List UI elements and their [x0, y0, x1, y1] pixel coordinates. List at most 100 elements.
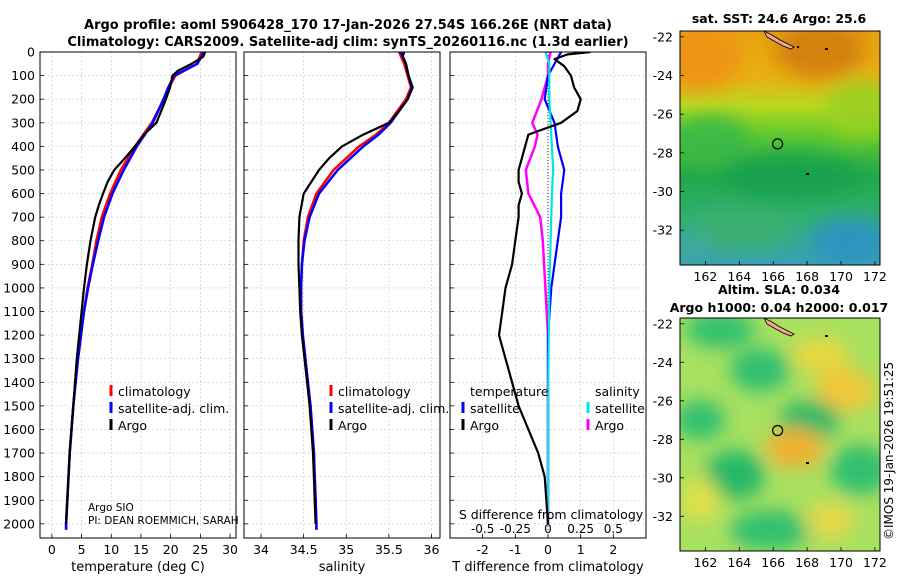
sla-map-axes: 162 164 166 168 170 172 -22 -24 -26 -28 -30 -32: [653, 316, 887, 570]
map-y-tick-label: -32: [653, 223, 673, 238]
y-tick-label: 300: [11, 115, 35, 130]
secondary-x-tick-label: 0.5: [604, 522, 623, 536]
x-tick-label: 34: [253, 542, 269, 557]
sla-map: Altim. SLA: 0.034 Argo h1000: 0.04 h2000…: [653, 282, 889, 570]
x-axis-label: temperature (deg C): [71, 560, 205, 575]
x-tick-label: -2: [476, 542, 488, 557]
imos-credit: ©IMOS 19-Jan-2026 19:51:25: [882, 362, 896, 540]
sst-island-b: [797, 46, 799, 48]
map-y-tick-label: -22: [653, 29, 673, 44]
x-tick-label: 36: [424, 542, 440, 557]
map-x-tick-label: 162: [693, 555, 717, 570]
pi-annotation: PI: DEAN ROEMMICH, SARAH: [88, 515, 239, 527]
map-y-tick-label: -30: [653, 470, 673, 485]
x-axis-label: T difference from climatology: [451, 560, 644, 575]
map-x-tick-label: 162: [693, 269, 717, 284]
map-x-tick-label: 166: [761, 269, 785, 284]
x-tick-label: 20: [163, 542, 179, 557]
salinity-profile-panel: 34 34.5 35 35.5 36 salinity: [243, 51, 441, 575]
map-x-tick-label: 166: [761, 555, 785, 570]
x-tick-label: 0: [48, 542, 56, 557]
series-line-argo: [297, 52, 414, 524]
legend-label-climatology: climatology: [338, 384, 411, 399]
secondary-x-tick-label: -0.5: [471, 522, 494, 536]
x-tick-label: 34.5: [290, 542, 318, 557]
map-y-tick-label: -24: [653, 68, 673, 83]
y-tick-label: 800: [11, 233, 35, 248]
map-y-tick-label: -26: [653, 107, 673, 122]
plot-frame: [243, 51, 441, 539]
map-x-tick-label: 170: [829, 269, 853, 284]
sla-island-b: [806, 462, 809, 464]
secondary-x-tick-label: 0: [544, 522, 552, 536]
map-x-tick-label: 164: [727, 555, 751, 570]
temperature-legend: climatology satellite-adj. clim. Argo: [109, 384, 229, 433]
y-tick-label: 1400: [3, 375, 35, 390]
y-tick-label: 900: [11, 257, 35, 272]
coastline: [763, 318, 795, 337]
figure-title-line1: Argo profile: aoml 5906428_170 17-Jan-20…: [84, 18, 612, 33]
sla-map-title-line1: Altim. SLA: 0.034: [718, 282, 840, 297]
sla-island-a: [825, 335, 828, 337]
sst-island-c: [806, 173, 809, 175]
map-y-tick-label: -26: [653, 393, 673, 408]
y-tick-label: 700: [11, 210, 35, 225]
y-tick-label: 600: [11, 186, 35, 201]
x-tick-label: 5: [78, 542, 86, 557]
x-tick-label: 10: [103, 542, 119, 557]
legend-label-satellite-adj: satellite-adj. clim.: [118, 401, 229, 416]
y-tick-label: 100: [11, 68, 35, 83]
s-difference-axis-label: S difference from climatology: [459, 507, 644, 522]
y-tick-label: 1300: [3, 351, 35, 366]
difference-legend: temperature salinity satellite Argo sate…: [461, 384, 645, 433]
map-y-tick-label: -32: [653, 509, 673, 524]
y-tick-label: 1200: [3, 328, 35, 343]
argo-location-marker: [771, 424, 784, 437]
legend-label-climatology: climatology: [118, 384, 191, 399]
plot-frame: [449, 51, 647, 539]
coastline: [763, 31, 795, 50]
argo-sio-annotation: Argo SIO: [88, 502, 134, 514]
temperature-profile-panel: 0 5 10 15 20 25 30 temperature (deg C) 0 100 200 30…: [3, 45, 238, 576]
map-y-tick-label: -28: [653, 432, 673, 447]
legend-label-t-satellite: satellite: [470, 401, 520, 416]
x-tick-label: 2: [609, 542, 617, 557]
y-tick-label: 0: [27, 45, 35, 60]
y-tick-label: 1000: [3, 280, 35, 295]
x-tick-label: 0: [544, 542, 552, 557]
figure-title-line2: Climatology: CARS2009. Satellite-adj cli…: [67, 35, 628, 50]
map-y-tick-label: -24: [653, 355, 673, 370]
sst-map-title: sat. SST: 24.6 Argo: 25.6: [692, 11, 867, 26]
series-line-temperature-argo-diff: [497, 52, 591, 524]
sst-map: sat. SST: 24.6 Argo: 25.6 162 164 166 168 17…: [653, 11, 887, 284]
secondary-x-tick-label: -0.25: [500, 522, 531, 536]
sla-map-frame: [679, 317, 881, 552]
map-y-tick-label: -30: [653, 184, 673, 199]
x-tick-label: 35: [338, 542, 354, 557]
sst-map-axes: 162 164 166 168 170 172 -22 -24 -26 -28 -30 -32: [653, 29, 887, 284]
map-x-tick-label: 168: [795, 555, 819, 570]
map-y-tick-label: -28: [653, 145, 673, 160]
legend-label-satellite-adj: satellite-adj. clim.: [338, 401, 449, 416]
plot-frame: [39, 51, 237, 539]
x-tick-label: -1: [509, 542, 521, 557]
x-tick-label: 25: [192, 542, 208, 557]
y-tick-label: 1800: [3, 469, 35, 484]
legend-label-argo: Argo: [118, 418, 147, 433]
difference-profile-panel: -2 -1 0 1 2 T difference from climatology -0.5…: [449, 51, 647, 575]
map-y-tick-label: -22: [653, 316, 673, 331]
plot-area: [244, 52, 440, 538]
argo-location-marker: [771, 138, 784, 150]
plot-area: [40, 52, 236, 538]
y-tick-label: 1700: [3, 446, 35, 461]
sla-map-title-line2: Argo h1000: 0.04 h2000: 0.017: [670, 300, 889, 315]
y-tick-label: 500: [11, 162, 35, 177]
y-tick-label: 1100: [3, 304, 35, 319]
map-x-tick-label: 172: [863, 269, 887, 284]
map-x-tick-label: 170: [829, 555, 853, 570]
series-line-argo: [65, 52, 207, 524]
secondary-x-tick-label: 0.25: [567, 522, 594, 536]
y-tick-label: 1600: [3, 422, 35, 437]
x-tick-label: 30: [222, 542, 238, 557]
